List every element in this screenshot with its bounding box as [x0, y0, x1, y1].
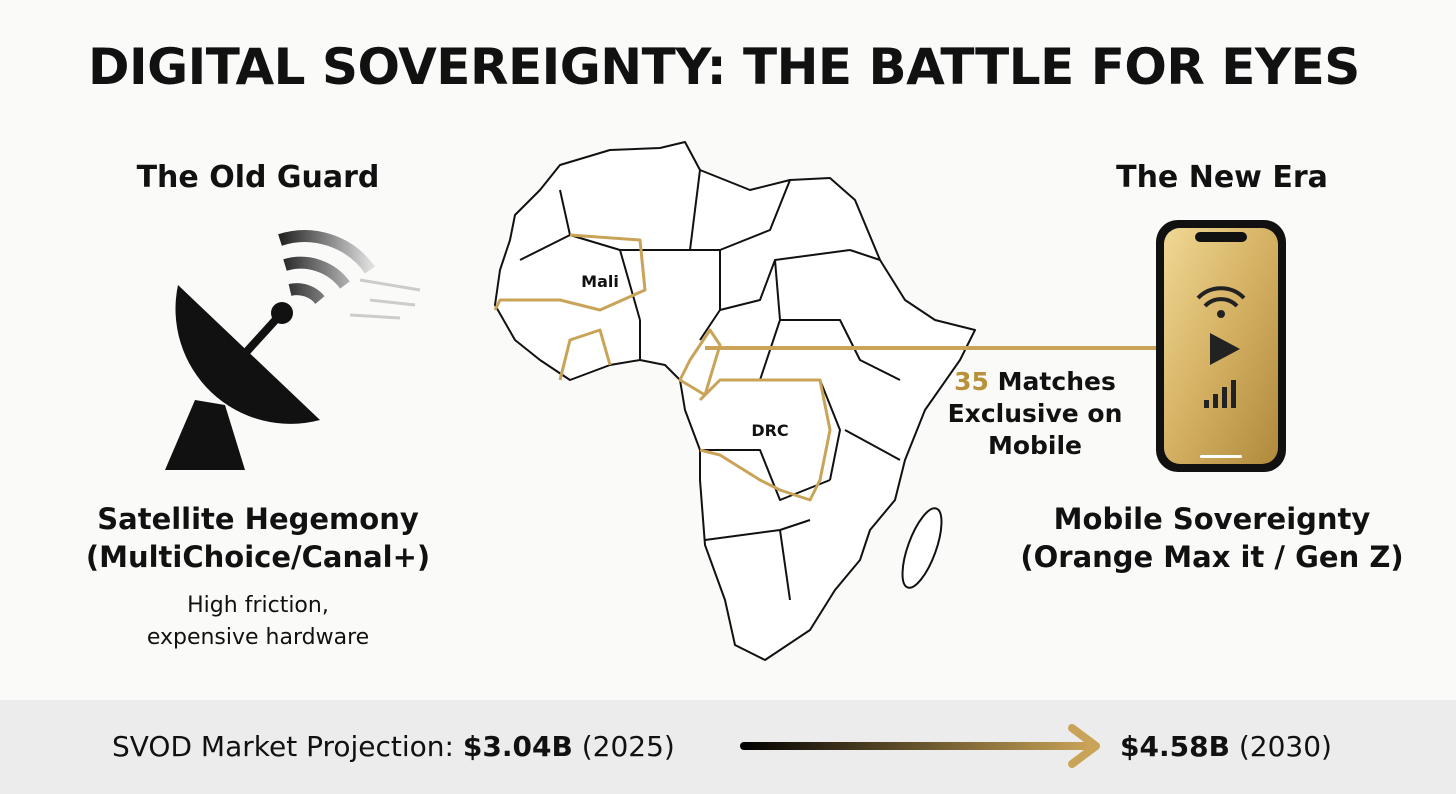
title: DIGITAL SOVEREIGNTY: THE BATTLE FOR EYES [88, 38, 1360, 96]
callout: 35 Matches Exclusive on Mobile [930, 366, 1140, 462]
callout-number: 35 [954, 367, 989, 396]
right-heading: The New Era [1116, 160, 1328, 195]
callout-line: Mobile [987, 431, 1083, 460]
footer-start: SVOD Market Projection: $3.04B (2025) [112, 730, 675, 763]
label-line: Mobile Sovereignty [1053, 502, 1371, 536]
label-line: (MultiChoice/Canal+) [85, 540, 431, 574]
end-value: $4.58B [1120, 730, 1230, 763]
footer-end: $4.58B (2030) [1120, 730, 1332, 763]
footer-label: SVOD Market Projection: [112, 730, 454, 763]
left-label: Satellite Hegemony (MultiChoice/Canal+) [50, 500, 466, 576]
start-year: (2025) [581, 730, 675, 763]
note-line: High friction, [187, 593, 329, 618]
footer-bar [0, 700, 1456, 794]
note-line: expensive hardware [146, 625, 370, 650]
callout-line: 35 Matches [930, 366, 1140, 398]
phone-icon [1156, 220, 1286, 472]
label-line: (Orange Max it / Gen Z) [1020, 540, 1404, 574]
map-label: DRC [751, 421, 789, 440]
right-label: Mobile Sovereignty (Orange Max it / Gen … [1020, 500, 1404, 576]
africa-map [493, 141, 976, 661]
label-line: Satellite Hegemony [97, 502, 419, 536]
start-value: $3.04B [462, 730, 573, 763]
end-year: (2030) [1238, 730, 1332, 763]
map-label: Mali [581, 272, 619, 291]
left-heading: The Old Guard [136, 160, 380, 195]
satellite-dish-icon [165, 230, 421, 470]
callout-text: Matches [997, 367, 1116, 396]
left-note: High friction, expensive hardware [50, 590, 466, 654]
callout-line: Exclusive on [947, 399, 1123, 428]
